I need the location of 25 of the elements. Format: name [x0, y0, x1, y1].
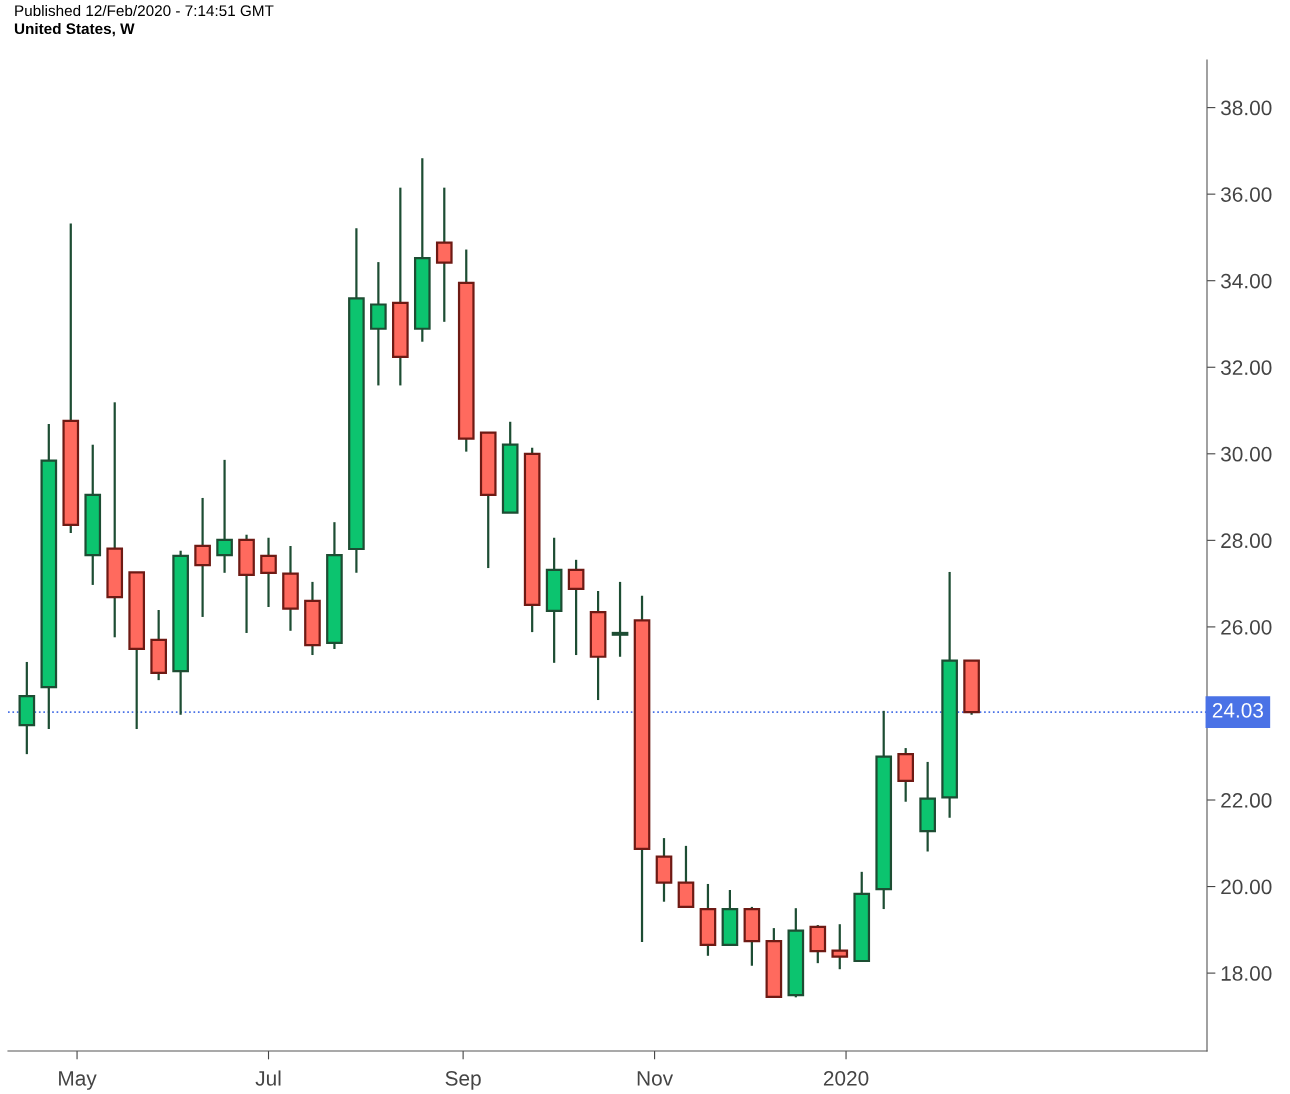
y-tick-label: 22.00: [1221, 793, 1272, 808]
candlestick: [435, 186, 453, 323]
x-tick-label: Nov: [637, 1071, 674, 1086]
y-tick-label: 32.00: [1220, 360, 1272, 376]
candlestick: [831, 923, 849, 971]
y-tick-label: 34.00: [1220, 273, 1272, 289]
candlestick: [567, 558, 585, 657]
y-tick-label: 26.00: [1221, 619, 1272, 635]
candlestick: [260, 536, 277, 609]
y-tick-label: 18.00: [1221, 966, 1272, 981]
x-tick-label: Jul: [255, 1070, 281, 1086]
candlestick: [611, 580, 629, 658]
x-tick-label: May: [59, 1071, 97, 1090]
y-tick-label: 28.00: [1221, 533, 1272, 549]
y-tick-label: 36.00: [1220, 187, 1272, 202]
y-tick-label: 30.00: [1220, 446, 1272, 462]
ref-line-label: 24.03: [1212, 703, 1264, 718]
text: Published 12/Feb/2020 - 7:14:51 GMT: [15, 4, 274, 17]
y-tick-label: 38.00: [1220, 100, 1272, 116]
y-tick-label: 20.00: [1221, 879, 1272, 895]
x-tick-label: Sep: [445, 1070, 481, 1090]
x-tick-label: 2020: [823, 1070, 869, 1086]
chart-title: United States, W: [14, 22, 135, 37]
candlestick: [194, 496, 211, 619]
candlestick: [216, 458, 233, 574]
